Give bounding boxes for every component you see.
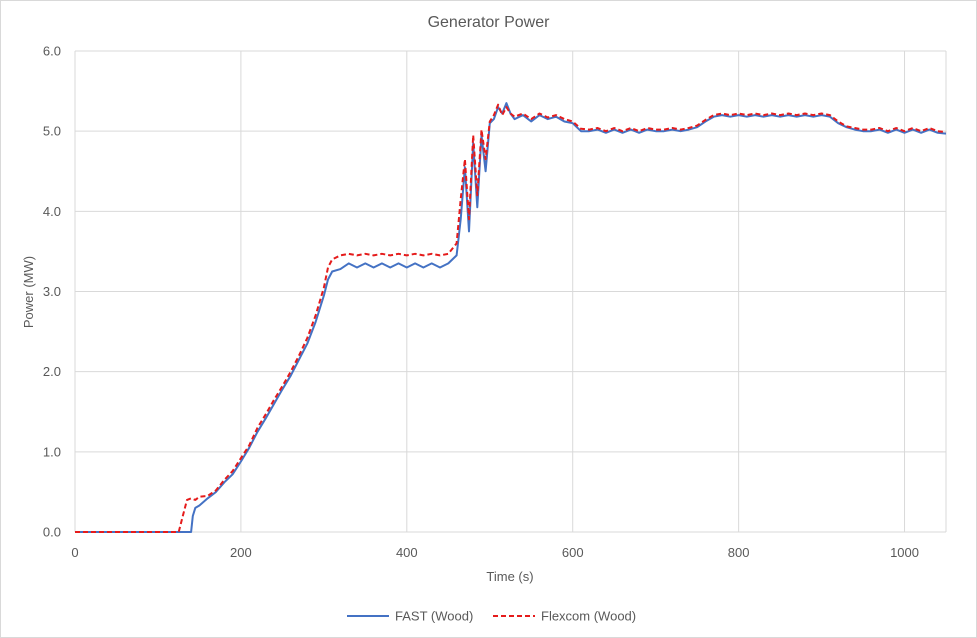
series-lines — [75, 102, 947, 533]
series-line-fast — [75, 102, 947, 533]
y-axis-ticks: 0.0 1.0 2.0 3.0 4.0 5.0 6.0 — [43, 44, 61, 540]
legend: FAST (Wood) Flexcom (Wood) — [347, 609, 636, 624]
x-tick-label: 0 — [71, 545, 78, 560]
y-tick-label: 6.0 — [43, 44, 61, 59]
y-tick-label: 2.0 — [43, 364, 61, 379]
x-tick-label: 1000 — [890, 545, 919, 560]
y-tick-label: 5.0 — [43, 124, 61, 139]
chart-title: Generator Power — [428, 14, 551, 31]
legend-label-flexcom: Flexcom (Wood) — [541, 609, 636, 624]
y-tick-label: 1.0 — [43, 444, 61, 459]
x-tick-label: 800 — [728, 545, 750, 560]
x-tick-label: 200 — [230, 545, 252, 560]
series-line-flexcom — [75, 103, 947, 533]
x-axis-label: Time (s) — [486, 569, 533, 584]
legend-label-fast: FAST (Wood) — [395, 609, 473, 624]
x-tick-label: 600 — [562, 545, 584, 560]
x-axis-ticks: 0 200 400 600 800 1000 — [71, 545, 919, 560]
y-tick-label: 3.0 — [43, 284, 61, 299]
y-tick-label: 0.0 — [43, 525, 61, 540]
y-axis-label: Power (MW) — [21, 256, 36, 328]
x-tick-label: 400 — [396, 545, 418, 560]
gridlines — [74, 50, 947, 533]
y-tick-label: 4.0 — [43, 204, 61, 219]
